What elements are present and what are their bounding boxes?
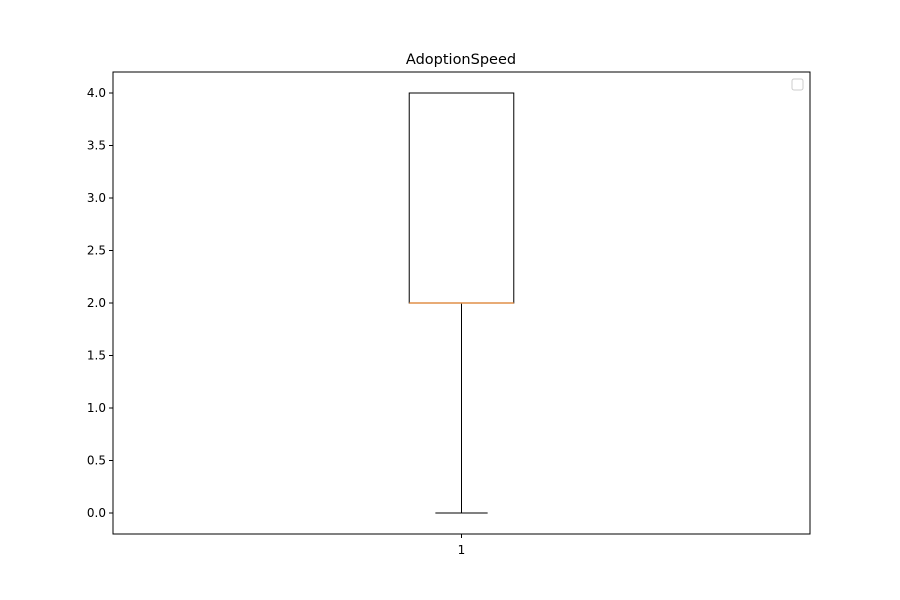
y-tick-label: 2.5 <box>87 244 106 258</box>
y-tick-label: 0.0 <box>87 506 106 520</box>
legend-box <box>791 78 804 91</box>
y-axis: 0.0 0.5 1.0 1.5 2.0 2.5 3.0 3.5 4.0 <box>87 86 113 520</box>
x-tick-label: 1 <box>458 543 466 557</box>
y-tick-label: 3.0 <box>87 191 106 205</box>
y-tick-label: 2.0 <box>87 296 106 310</box>
box-series <box>408 92 515 514</box>
y-tick-label: 1.0 <box>87 401 106 415</box>
chart-title: AdoptionSpeed <box>406 52 516 68</box>
y-tick-label: 3.5 <box>87 139 106 153</box>
y-tick-label: 0.5 <box>87 454 106 468</box>
y-tick-label: 1.5 <box>87 349 106 363</box>
x-axis: 1 <box>458 534 466 557</box>
y-tick-label: 4.0 <box>87 86 106 100</box>
box-group <box>408 92 515 514</box>
